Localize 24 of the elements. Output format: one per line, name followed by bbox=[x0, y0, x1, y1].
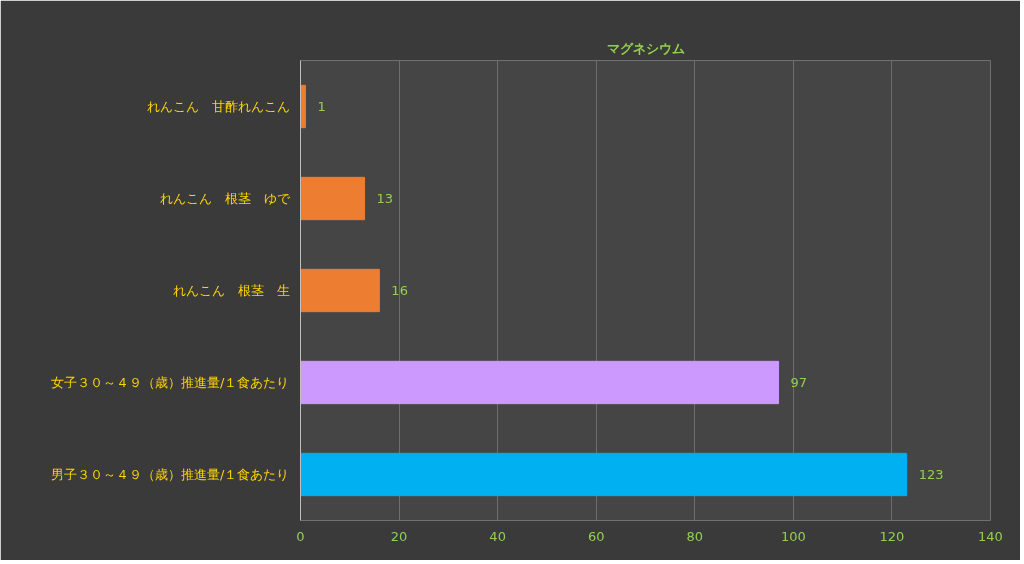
bar bbox=[300, 452, 908, 497]
y-tick-label: 女子３０～４９（歳）推進量/１食あたり bbox=[51, 375, 290, 390]
chart-title: マグネシウム bbox=[606, 40, 685, 56]
y-tick-label: 男子３０～４９（歳）推進量/１食あたり bbox=[51, 467, 290, 482]
bar bbox=[300, 84, 306, 129]
y-tick-label: れんこん 根茎 生 bbox=[172, 283, 290, 298]
x-tick-label: 140 bbox=[978, 528, 1003, 544]
data-label: 13 bbox=[376, 191, 394, 206]
x-tick-label: 20 bbox=[390, 528, 408, 544]
x-tick-label: 0 bbox=[296, 528, 305, 544]
data-label: 1 bbox=[317, 99, 326, 114]
x-tick-label: 100 bbox=[780, 528, 806, 544]
bar bbox=[300, 360, 780, 405]
y-tick-label: れんこん 甘酢れんこん bbox=[146, 99, 290, 114]
x-tick-label: 60 bbox=[587, 528, 605, 544]
data-label: 16 bbox=[391, 283, 408, 298]
bar bbox=[300, 268, 380, 313]
x-tick-label: 120 bbox=[879, 528, 905, 544]
x-tick-label: 80 bbox=[686, 528, 704, 544]
data-label: 123 bbox=[918, 467, 944, 482]
x-tick-label: 40 bbox=[489, 528, 506, 544]
bar bbox=[300, 176, 366, 221]
y-tick-label: れんこん 根茎 ゆで bbox=[159, 191, 291, 206]
data-label: 97 bbox=[790, 375, 808, 390]
